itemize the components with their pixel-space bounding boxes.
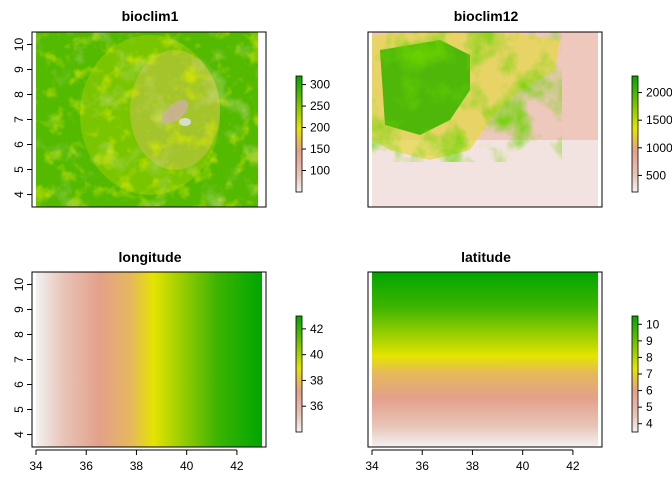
raster-longitude [36,272,262,447]
y-tick-label: 6 [12,141,26,148]
y-tick-label: 10 [12,38,26,52]
legend-tick-label: 8 [646,350,653,364]
panel-longitude: longitude 4 5 6 7 8 9 10 34 36 38 40 42 36 38 40 42 [12,249,324,473]
raster-bioclim1 [36,32,264,207]
x-axis: 34 36 38 40 42 [365,449,580,473]
legend: 36 38 40 42 [295,315,324,433]
y-tick-label: 10 [12,278,26,292]
legend-tick-label: 1500 [646,113,672,127]
y-tick-label: 6 [12,381,26,388]
raster-bioclim12 [372,32,600,207]
legend: 500 1000 1500 2000 [631,75,672,193]
legend-tick-label: 500 [646,168,666,182]
legend-tick-label: 150 [310,142,330,156]
legend-tick-label: 40 [310,348,324,362]
y-tick-label: 4 [12,191,26,198]
x-tick-label: 42 [230,459,244,473]
y-tick-label: 9 [12,66,26,73]
panel-title: longitude [119,249,182,265]
legend-tick-label: 6 [646,384,653,398]
panel-bioclim1: bioclim1 4 5 6 7 8 9 10 100 150 200 250 300 [12,8,330,208]
x-tick-label: 36 [416,459,430,473]
x-tick-label: 40 [516,459,530,473]
y-tick-label: 9 [12,306,26,313]
x-tick-label: 34 [29,459,43,473]
panel-title: bioclim1 [122,8,179,24]
legend-tick-label: 36 [310,399,324,413]
legend: 100 150 200 250 300 [295,75,330,193]
legend-colorbar [295,315,303,433]
legend-tick-label: 2000 [646,86,672,100]
legend-tick-label: 250 [310,99,330,113]
legend-tick-label: 1000 [646,141,672,155]
x-tick-label: 38 [130,459,144,473]
legend-colorbar [631,315,639,433]
legend-tick-label: 4 [646,417,653,431]
y-tick-label: 7 [12,116,26,123]
legend-tick-label: 300 [310,78,330,92]
x-axis: 34 36 38 40 42 [29,449,244,473]
legend-colorbar [295,75,303,193]
y-tick-label: 5 [12,406,26,413]
legend-tick-label: 7 [646,367,653,381]
legend-tick-label: 10 [646,317,660,331]
y-tick-label: 5 [12,166,26,173]
panel-bioclim12: bioclim12 500 1000 1500 2000 [367,8,672,208]
x-tick-label: 34 [365,459,379,473]
panel-latitude: latitude 34 36 38 40 42 4 5 6 7 8 9 10 [365,249,659,473]
legend: 4 5 6 7 8 9 10 [631,315,660,433]
y-tick-label: 8 [12,91,26,98]
x-tick-label: 36 [80,459,94,473]
y-axis: 4 5 6 7 8 9 10 [12,38,33,198]
y-tick-label: 7 [12,356,26,363]
y-axis: 4 5 6 7 8 9 10 [12,278,33,438]
legend-tick-label: 9 [646,334,653,348]
raster-latitude [372,272,598,447]
legend-tick-label: 100 [310,164,330,178]
x-tick-label: 40 [180,459,194,473]
legend-tick-label: 5 [646,400,653,414]
y-tick-label: 4 [12,431,26,438]
legend-tick-label: 42 [310,322,324,336]
panel-title: latitude [461,249,511,265]
y-tick-label: 8 [12,331,26,338]
legend-tick-label: 200 [310,121,330,135]
legend-colorbar [631,75,639,193]
x-tick-label: 42 [566,459,580,473]
panel-title: bioclim12 [454,8,519,24]
legend-tick-label: 38 [310,373,324,387]
x-tick-label: 38 [466,459,480,473]
